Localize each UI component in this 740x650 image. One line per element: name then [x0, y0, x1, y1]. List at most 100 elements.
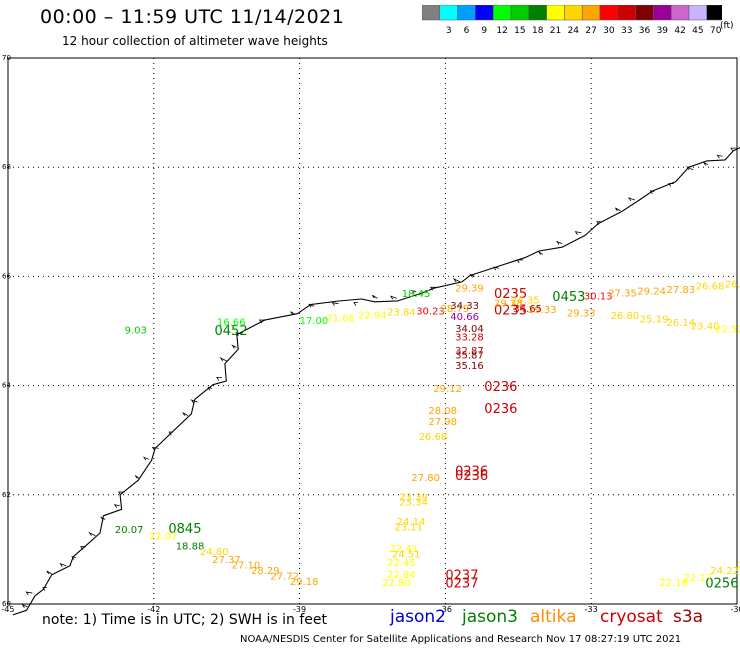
colorbar-tick-label: 6 — [464, 26, 470, 36]
wave-height-label: 26.68 — [419, 432, 448, 443]
fjord-path — [182, 412, 189, 416]
latitude-tick-label: 66 — [2, 272, 11, 280]
pass-time-label: 0236 — [455, 469, 488, 484]
fjord-path — [88, 531, 96, 537]
pass-time-label: 0236 — [484, 380, 517, 395]
fjord-path — [80, 546, 86, 550]
wave-height-label: 30.23 — [416, 307, 445, 318]
fjord-path — [596, 221, 601, 226]
satellite-legend-jason2: jason2 — [390, 607, 446, 627]
fjord-path — [353, 302, 358, 306]
page-title: 00:00 – 11:59 UTC 11/14/2021 — [40, 6, 345, 28]
fjord-path — [411, 290, 417, 294]
satellite-legend-jason3: jason3 — [462, 607, 518, 627]
colorbar-tick-label: 18 — [532, 26, 544, 36]
fjord-path — [429, 286, 436, 291]
fjord-path — [113, 504, 120, 508]
wave-height-label: 25.19 — [640, 314, 669, 325]
fjord-path — [555, 240, 563, 245]
wave-height-label: 20.07 — [115, 525, 144, 536]
colorbar-tick-label: 36 — [639, 26, 651, 36]
fjord-path — [59, 563, 67, 568]
wave-height-label: 23.11 — [394, 522, 423, 533]
pass-time-label: 0235 — [494, 287, 527, 302]
colorbar-tick-label: 39 — [657, 26, 669, 36]
pass-time-label: 0237 — [445, 568, 478, 583]
colorbar-tick-label: 12 — [496, 26, 507, 36]
wave-height-label: 29.33 — [528, 305, 557, 316]
fjord-path — [331, 302, 339, 306]
fjord-path — [42, 587, 47, 591]
wave-height-label: 18.88 — [176, 541, 205, 552]
fjord-path — [100, 516, 106, 521]
wave-height-label: 9.03 — [125, 326, 147, 337]
wave-height-label: 29.28 — [494, 298, 523, 309]
fjord-path — [219, 356, 227, 362]
fjord-path — [71, 555, 77, 560]
wave-height-label: 29.39 — [455, 284, 484, 295]
wave-height-label: 27.37 — [212, 555, 241, 566]
wave-height-label: 34.33 — [450, 301, 479, 312]
longitude-tick-label: -33 — [585, 605, 598, 614]
wave-height-label: 21.15 — [737, 561, 740, 572]
colorbar-tick-label: 42 — [674, 26, 685, 36]
wave-height-label: 22.84 — [387, 570, 416, 581]
wave-height-label: 16.66 — [217, 318, 246, 329]
wave-height-label: 24.51 — [392, 550, 421, 561]
wave-height-label: 22.41 — [390, 544, 419, 555]
longitude-tick-label: -36 — [439, 605, 452, 614]
wave-height-label: 22.07 — [149, 532, 178, 543]
wave-height-label: 26.64 — [725, 279, 740, 290]
fjord-path — [308, 303, 315, 308]
wave-height-label: 22.45 — [387, 558, 416, 569]
colorbar-tick-label: 33 — [621, 26, 632, 36]
satellite-legend-s3a: s3a — [673, 607, 704, 627]
colorbar-tick-label: 15 — [514, 26, 525, 36]
fjord-path — [46, 570, 52, 575]
colorbar-tick-label: 27 — [585, 26, 596, 36]
wave-height-label: 28.08 — [428, 406, 457, 417]
wave-height-label: 40.66 — [450, 312, 479, 323]
fjord-path — [686, 165, 694, 171]
latitude-tick-label: 64 — [2, 382, 11, 390]
longitude-tick-label: -45 — [1, 605, 14, 614]
longitude-tick-label: -39 — [293, 605, 306, 614]
fjord-path — [142, 456, 150, 461]
fjord-path — [290, 311, 295, 315]
wave-height-label: 23.40 — [691, 321, 720, 332]
fjord-path — [516, 259, 524, 264]
wave-height-label: 24.35 — [511, 296, 540, 307]
latitude-tick-label: 60 — [2, 600, 11, 608]
page-subtitle: 12 hour collection of altimeter wave hei… — [62, 34, 328, 48]
fjord-path — [574, 231, 582, 235]
longitude-tick-label: -30 — [730, 605, 740, 614]
fjord-path — [190, 399, 198, 404]
latitude-tick-label: 70 — [2, 54, 11, 62]
latitude-tick-label: 68 — [2, 163, 11, 171]
greenland-coastline — [12, 147, 740, 616]
fjord-path — [492, 266, 499, 271]
colorbar-tick-label: 21 — [550, 26, 561, 36]
wave-height-label: 22.80 — [382, 578, 411, 589]
footer-credit: NOAA/NESDIS Center for Satellite Applica… — [240, 634, 682, 645]
colorbar-swatch — [706, 5, 722, 21]
wave-height-label: 27.80 — [411, 473, 440, 484]
observation-layer: 0452084504530235023502360236023602360237… — [115, 279, 740, 592]
fjord-path — [615, 207, 621, 212]
wave-height-label: 29.18 — [290, 577, 319, 588]
fjord-path — [231, 344, 237, 349]
fjord-path — [151, 446, 159, 451]
wave-height-label: 29.33 — [567, 308, 596, 319]
colorbar-tick-label: 45 — [692, 26, 703, 36]
fjord-path — [168, 431, 174, 436]
footer-note: note: 1) Time is in UTC; 2) SWH is in fe… — [42, 612, 328, 628]
satellite-legend-altika: altika — [530, 607, 577, 627]
fjord-path — [627, 197, 636, 202]
colorbar-unit-label: (ft) — [720, 21, 734, 31]
wave-height-label: 22.17 — [684, 573, 713, 584]
pass-time-label: 0237 — [445, 577, 478, 592]
wave-height-label: 26.68 — [696, 282, 725, 293]
pass-time-label: 0256 — [705, 577, 738, 592]
pass-time-label: 0236 — [455, 465, 488, 480]
wave-height-label: 23.34 — [399, 498, 428, 509]
